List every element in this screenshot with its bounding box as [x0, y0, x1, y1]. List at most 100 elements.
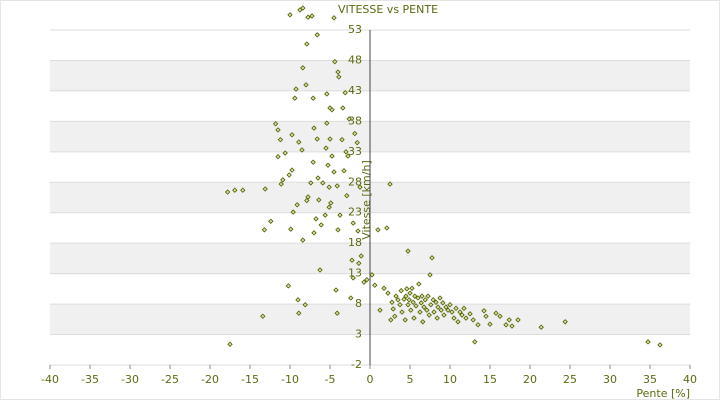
point	[497, 313, 503, 319]
point	[467, 311, 473, 317]
point	[303, 82, 309, 88]
x-tick-label: 20	[523, 373, 537, 386]
point	[343, 149, 349, 155]
point	[240, 187, 246, 193]
y-tick-label: 53	[348, 23, 362, 36]
point	[356, 260, 362, 266]
point	[287, 12, 293, 18]
point	[395, 297, 401, 303]
point	[282, 150, 288, 156]
point	[348, 295, 354, 301]
point	[434, 315, 440, 321]
x-tick-label: -10	[281, 373, 299, 386]
point	[308, 180, 314, 186]
point	[461, 305, 467, 312]
point	[509, 323, 515, 329]
point	[325, 162, 331, 168]
point	[463, 315, 469, 321]
point	[562, 319, 568, 325]
point	[339, 136, 345, 143]
point	[227, 341, 233, 347]
point	[401, 296, 407, 302]
point	[316, 197, 322, 203]
point	[334, 310, 340, 316]
point	[350, 275, 356, 281]
point	[455, 319, 461, 325]
point	[349, 257, 355, 263]
point	[296, 139, 302, 145]
x-tick-label: -20	[201, 373, 219, 386]
x-tick-label: 15	[483, 373, 497, 386]
point	[355, 228, 361, 234]
point	[409, 285, 415, 291]
point	[285, 283, 292, 289]
y-tick-label: 33	[348, 145, 362, 158]
point	[453, 305, 459, 312]
point	[387, 181, 393, 187]
point	[323, 145, 329, 151]
point	[311, 125, 317, 131]
point	[350, 220, 356, 226]
point	[334, 183, 340, 189]
chart-title: VITESSE vs PENTE	[338, 3, 438, 16]
y-tick-label: 3	[355, 328, 362, 341]
point	[293, 86, 299, 92]
point	[390, 306, 396, 312]
point	[305, 194, 311, 200]
point	[372, 282, 378, 288]
point	[393, 293, 399, 299]
point	[375, 227, 381, 233]
point	[294, 202, 300, 208]
point	[275, 127, 281, 133]
point	[352, 130, 358, 137]
x-tick-label: -5	[325, 373, 336, 386]
point	[315, 175, 321, 181]
point	[429, 255, 435, 261]
point	[406, 297, 412, 303]
point	[310, 95, 316, 101]
point	[415, 295, 421, 301]
point	[320, 180, 326, 186]
point	[403, 293, 409, 299]
point	[324, 91, 330, 97]
point	[328, 200, 334, 206]
point	[286, 172, 292, 178]
point	[431, 309, 437, 315]
point	[309, 13, 315, 19]
point	[304, 197, 310, 204]
point	[404, 286, 410, 292]
point	[357, 184, 363, 190]
point	[300, 237, 306, 243]
point	[435, 304, 441, 310]
x-tick-label: 5	[407, 373, 414, 386]
point	[342, 90, 348, 96]
point	[425, 293, 431, 299]
point	[311, 230, 317, 236]
point	[440, 300, 446, 306]
point	[475, 322, 481, 328]
point	[318, 222, 324, 228]
x-tick-label: 30	[603, 373, 617, 386]
point	[481, 308, 487, 314]
point	[506, 317, 512, 323]
point	[326, 204, 332, 210]
point	[407, 290, 413, 296]
point	[317, 267, 323, 273]
point	[337, 212, 343, 218]
point	[300, 65, 306, 71]
point	[411, 315, 417, 321]
y-tick-label: 23	[348, 206, 362, 219]
point	[430, 297, 436, 303]
point	[313, 216, 319, 222]
point	[322, 212, 328, 218]
point	[397, 302, 403, 308]
point	[272, 121, 279, 127]
x-tick-label: 10	[443, 373, 457, 386]
point	[433, 299, 439, 305]
point	[402, 317, 408, 323]
point	[384, 225, 390, 231]
point	[377, 307, 383, 313]
y-tick-label: 43	[348, 84, 362, 97]
point	[418, 300, 424, 306]
